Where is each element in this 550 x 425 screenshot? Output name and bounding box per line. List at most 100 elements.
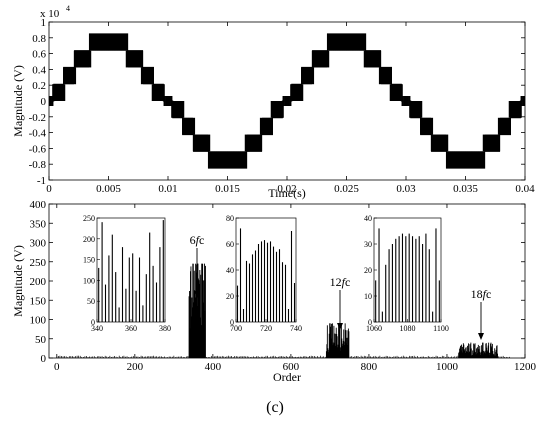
pwm-block: [268, 117, 273, 135]
pwm-block: [284, 96, 288, 106]
inset-frame: [235, 217, 297, 323]
x-tick-label: 0.03: [396, 183, 416, 195]
y-tick-label: 150: [30, 295, 47, 307]
spectrum-y-axis-label: Magnitude (V): [11, 245, 25, 317]
spectrum-x-axis-label: Order: [273, 370, 301, 384]
inset-x-tick-label: 1100: [433, 324, 449, 333]
inset-y-tick-label: 0: [91, 318, 95, 327]
x-tick-label: 200: [127, 361, 144, 373]
pwm-block: [309, 67, 315, 85]
spectrum-x-ticks: 0 200 400 600 800 1000 1200: [54, 204, 537, 373]
pwm-block: [417, 101, 423, 118]
x-tick-label: 0.04: [515, 183, 535, 195]
spectrum-bars: [56, 263, 510, 358]
x-tick-label: 1200: [514, 361, 537, 373]
y-tick-label: -0.8: [29, 159, 47, 171]
pwm-block: [138, 50, 144, 68]
pwm-block: [71, 67, 77, 85]
y-tick-label: 0.8: [32, 33, 46, 45]
inset-x-tick-label: 1060: [366, 324, 382, 333]
inset-y-tick-label: 20: [226, 292, 234, 301]
y-tick-label: 1: [41, 17, 47, 29]
x-tick-label: 0.035: [453, 183, 478, 195]
inset-y-tick-label: 30: [364, 240, 372, 249]
y-tick-label: -1: [37, 175, 46, 187]
pwm-block: [506, 117, 511, 135]
x-tick-label: 600: [283, 361, 300, 373]
x-tick-label: 400: [205, 361, 222, 373]
inset-y-tick-label: 40: [226, 266, 234, 275]
harmonic-label: 12fc: [330, 275, 351, 289]
inset-frame: [373, 217, 442, 323]
spectrum-panel: 0 200 400 600 800 1000 1200 050100150200250300…: [11, 199, 537, 384]
pwm-block: [443, 134, 449, 152]
pwm-block: [517, 101, 522, 118]
harmonic-annotations: 6fc 12fc 18fc: [190, 233, 492, 340]
pwm-block: [401, 96, 404, 106]
panel-label: (c): [266, 399, 284, 416]
y-tick-label: 0: [41, 353, 47, 365]
exponent-power: 4: [66, 4, 70, 13]
exponent-label: x 10: [40, 8, 60, 20]
y-tick-label: 100: [30, 315, 47, 327]
y-tick-label: 50: [35, 334, 47, 346]
x-tick-label: 0.01: [158, 183, 177, 195]
time-waveform: [48, 33, 526, 169]
harmonic-label: 18fc: [471, 287, 492, 301]
y-tick-label: 400: [30, 199, 47, 211]
inset-y-tick-label: 150: [83, 256, 95, 265]
inset-y-tick-label: 0: [230, 318, 234, 327]
y-tick-label: 200: [30, 276, 47, 288]
inset-x-tick-label: 740: [290, 324, 302, 333]
inset-y-tick-label: 40: [364, 214, 372, 223]
pwm-block: [86, 50, 92, 68]
inset-x-tick-label: 340: [91, 324, 103, 333]
inset-y-tick-label: 20: [364, 266, 372, 275]
inset-y-tick-label: 200: [83, 235, 95, 244]
x-tick-label: 800: [361, 361, 378, 373]
pwm-block: [167, 96, 171, 106]
inset-frame: [96, 217, 166, 323]
pwm-block: [279, 101, 284, 118]
pwm-block: [376, 50, 382, 68]
pwm-block: [190, 117, 196, 135]
inset-y-tick-label: 80: [226, 214, 234, 223]
inset-y-tick-label: 10: [364, 292, 372, 301]
inset-plot: 1060 1080 1100 0 10 20 30 40: [364, 214, 449, 333]
pwm-block: [123, 33, 128, 51]
pwm-block: [361, 33, 366, 51]
y-tick-label: 350: [30, 218, 47, 230]
pwm-block: [160, 84, 165, 101]
pwm-block: [495, 134, 501, 152]
time-domain-panel: 0 0.005 0.01 0.015 0.02 0.025 0.03 0.035 0.04 -1…: [11, 4, 535, 200]
pwm-block: [398, 84, 403, 101]
inset-plot: 700 720 740 0 20 40 60 80: [226, 214, 302, 333]
pwm-block: [405, 96, 409, 106]
harmonic-arrowhead: [337, 323, 343, 330]
y-tick-label: 300: [30, 238, 47, 250]
time-y-axis-label: Magnitude (V): [11, 65, 25, 137]
y-tick-label: 0.2: [32, 80, 46, 92]
pwm-block: [165, 96, 169, 106]
inset-y-tick-label: 60: [226, 240, 234, 249]
y-tick-label: -0.2: [29, 112, 46, 124]
y-tick-label: 0.4: [32, 64, 46, 76]
pwm-block: [257, 134, 263, 152]
inset-x-tick-label: 360: [125, 324, 137, 333]
pwm-block: [428, 117, 434, 135]
pwm-block: [60, 84, 66, 101]
x-tick-label: 0.02: [277, 183, 296, 195]
time-x-ticks: 0 0.005 0.01 0.015 0.02 0.025 0.03 0.035 0.04: [46, 22, 535, 195]
harmonic-arrowhead: [478, 333, 484, 340]
pwm-block: [242, 151, 247, 169]
pwm-block: [480, 151, 485, 169]
inset-y-tick-label: 50: [87, 297, 95, 306]
x-tick-label: 0.005: [96, 183, 121, 195]
x-tick-label: 0: [46, 183, 52, 195]
y-tick-label: 0.6: [32, 49, 46, 61]
y-tick-label: 250: [30, 257, 47, 269]
pwm-block: [286, 96, 290, 106]
pwm-block: [149, 67, 154, 85]
